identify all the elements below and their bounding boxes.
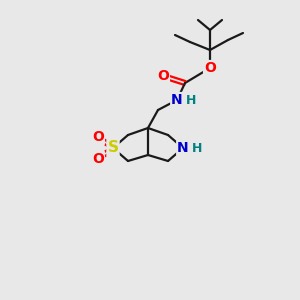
Text: H: H (186, 94, 196, 107)
Text: N: N (171, 93, 183, 107)
Text: O: O (92, 130, 104, 144)
Text: O: O (157, 69, 169, 83)
Text: N: N (177, 141, 189, 155)
Text: O: O (92, 152, 104, 166)
Text: S: S (107, 140, 118, 155)
Text: H: H (192, 142, 202, 155)
Text: O: O (204, 61, 216, 75)
